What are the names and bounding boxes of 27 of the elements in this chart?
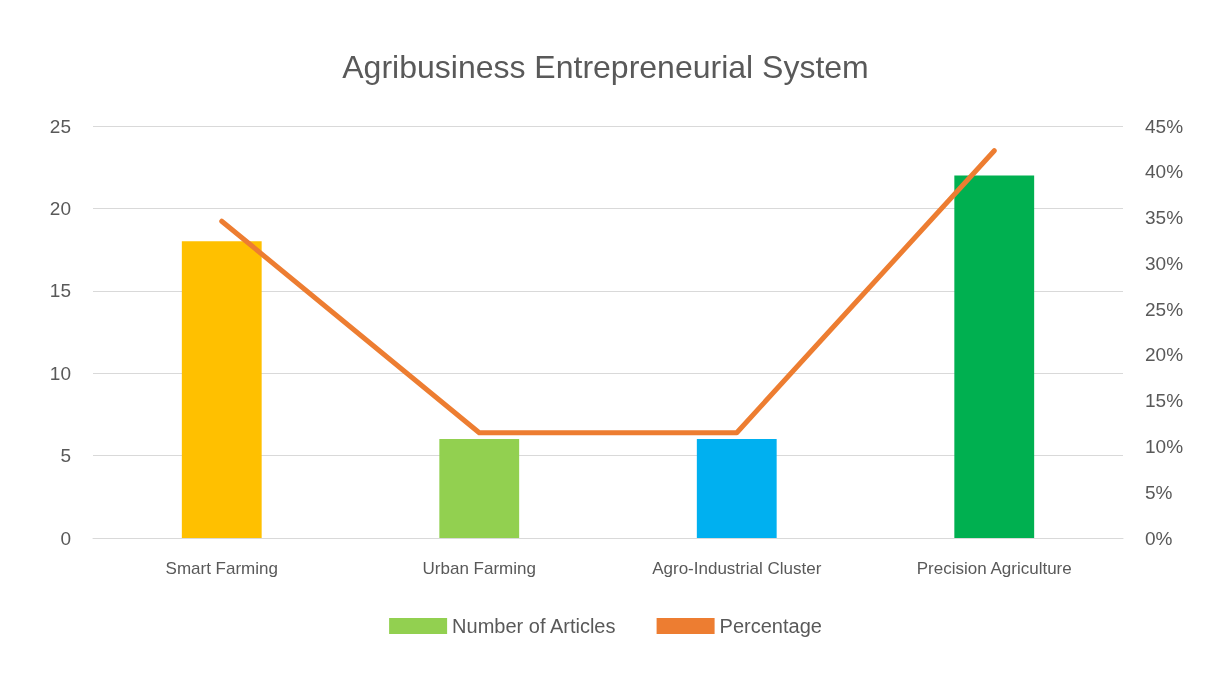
- y2-tick-label: 30%: [1145, 252, 1184, 274]
- y2-tick-label: 45%: [1145, 115, 1184, 137]
- y2-tick-label: 25%: [1145, 298, 1184, 320]
- y-tick-label: 5: [60, 445, 71, 467]
- legend-label: Number of Articles: [452, 615, 616, 637]
- bar: [181, 241, 262, 538]
- y2-tick-label: 0%: [1145, 527, 1173, 549]
- y-tick-label: 25: [49, 115, 71, 137]
- bar: [439, 439, 520, 538]
- y-tick-label: 10: [49, 362, 71, 384]
- bar: [696, 439, 777, 538]
- y2-tick-label: 15%: [1145, 390, 1184, 412]
- x-tick-label: Agro-Industrial Cluster: [652, 559, 822, 578]
- y2-tick-label: 35%: [1145, 207, 1184, 229]
- legend-label: Percentage: [719, 615, 822, 637]
- y-tick-label: 15: [49, 280, 71, 302]
- chart-title: Agribusiness Entrepreneurial System: [342, 49, 869, 85]
- x-tick-label: Smart Farming: [165, 559, 278, 578]
- x-tick-label: Precision Agriculture: [916, 559, 1072, 578]
- y-tick-label: 20: [49, 197, 71, 219]
- y2-tick-label: 10%: [1145, 435, 1184, 457]
- y2-tick-label: 5%: [1145, 481, 1173, 503]
- y2-tick-label: 20%: [1145, 344, 1184, 366]
- x-tick-label: Urban Farming: [422, 559, 536, 578]
- bar: [954, 175, 1035, 538]
- y2-tick-label: 40%: [1145, 161, 1184, 183]
- y-tick-label: 0: [60, 527, 71, 549]
